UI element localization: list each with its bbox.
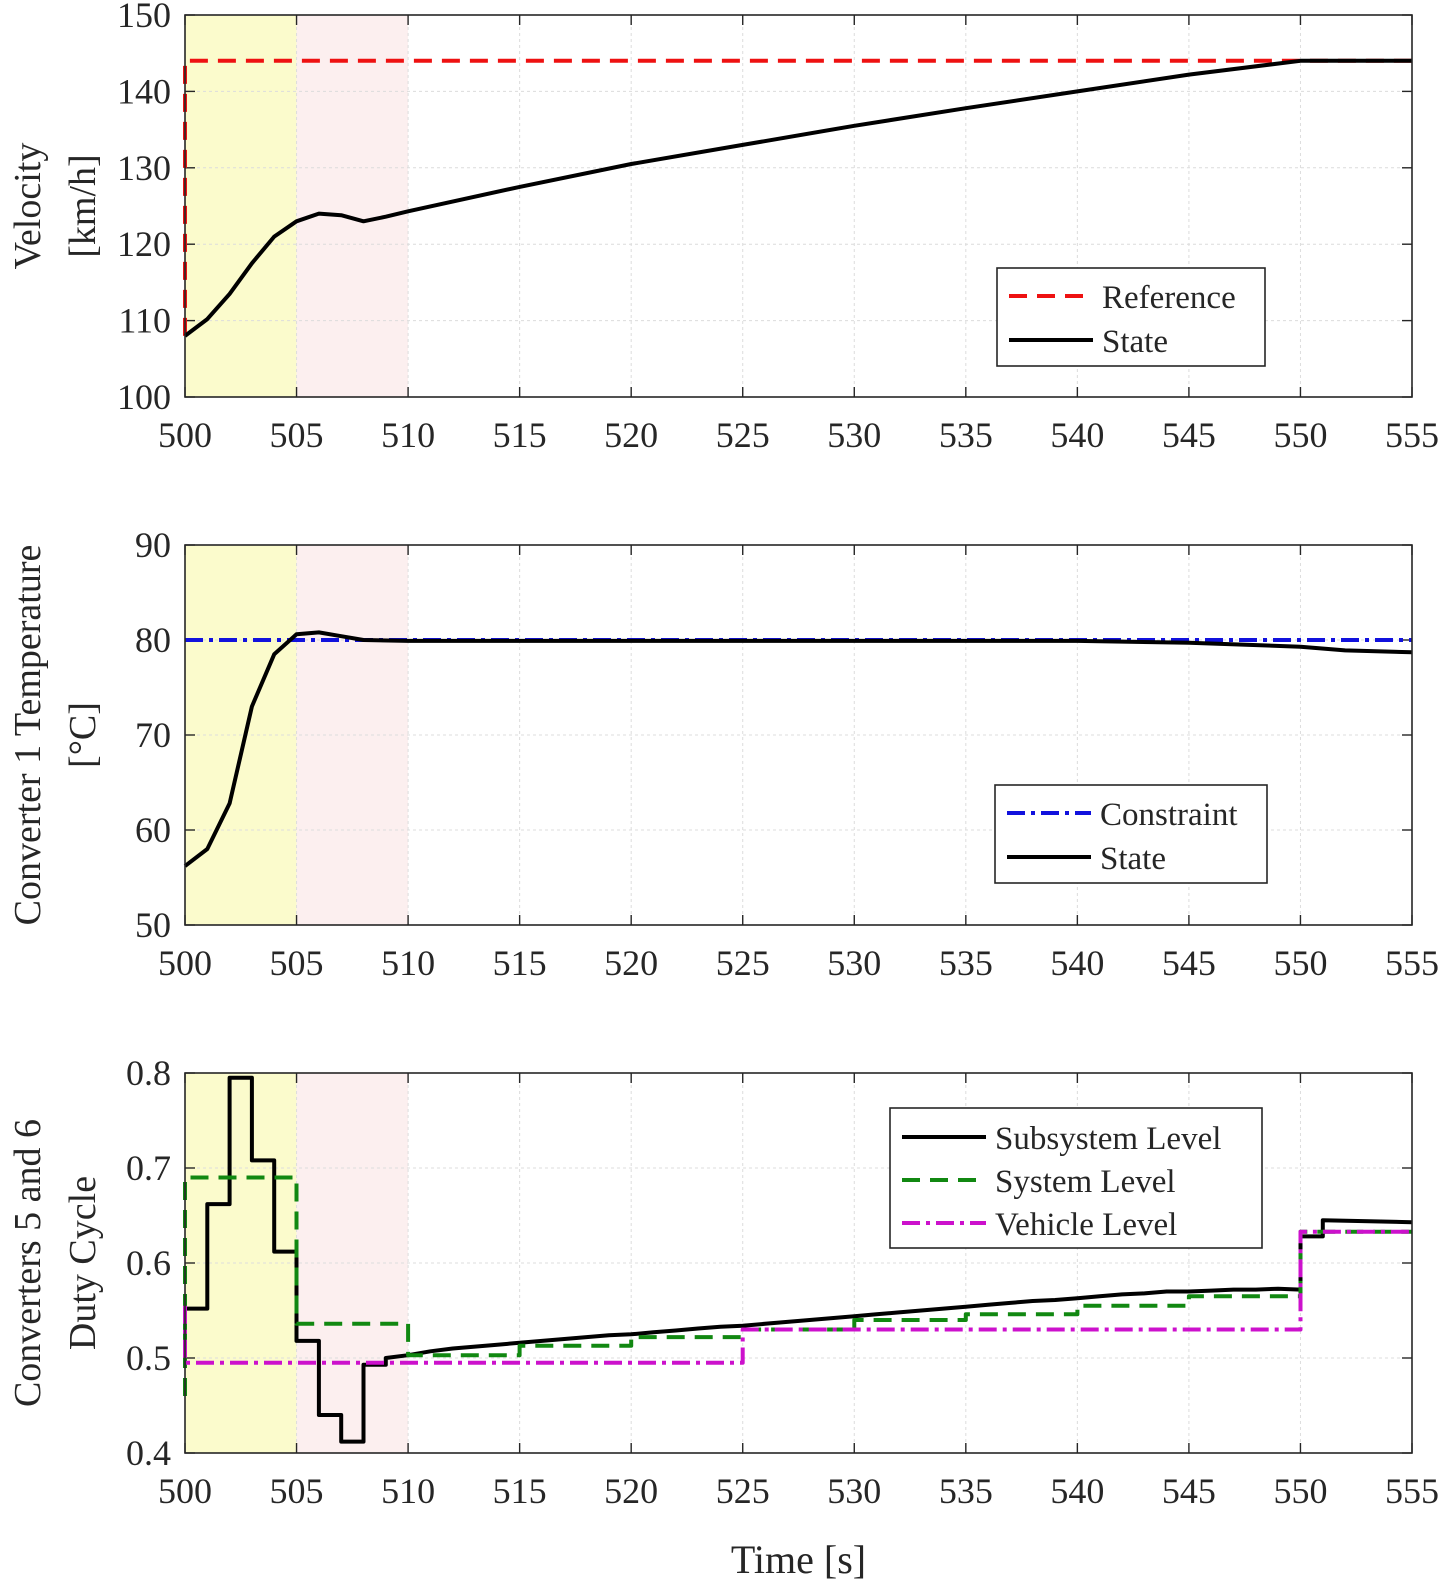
y-tick-label: 120 xyxy=(117,224,171,264)
legend: Constraint State xyxy=(994,784,1268,884)
x-tick-label: 530 xyxy=(827,1471,881,1511)
x-tick-label: 520 xyxy=(604,943,658,983)
axes-frame xyxy=(184,544,1413,926)
legend-label: Reference xyxy=(1102,280,1236,316)
legend-label: Subsystem Level xyxy=(995,1121,1221,1157)
x-tick-label: 515 xyxy=(493,415,547,455)
y-tick-label: 90 xyxy=(135,525,171,565)
y-axis-label: Converter 1 Temperature xyxy=(7,545,49,926)
x-tick-label: 550 xyxy=(1273,943,1327,983)
series-line-vehicle-level xyxy=(183,1229,1412,1365)
y-tick-label: 140 xyxy=(117,71,171,111)
y-tick-label: 50 xyxy=(135,905,171,945)
y-tick-label: 0.8 xyxy=(126,1053,171,1093)
shaded-region xyxy=(296,15,409,397)
x-tick-label: 510 xyxy=(381,415,435,455)
x-tick-label: 550 xyxy=(1273,415,1327,455)
x-tick-label: 520 xyxy=(604,415,658,455)
legend-box xyxy=(994,784,1268,884)
x-tick-label: 505 xyxy=(270,1471,324,1511)
x-tick-label: 550 xyxy=(1273,1471,1327,1511)
legend-label: State xyxy=(1102,324,1168,360)
y-axis-label: Converters 5 and 6 xyxy=(7,1119,49,1407)
x-tick-label: 520 xyxy=(604,1471,658,1511)
y-tick-label: 0.5 xyxy=(126,1338,171,1378)
x-tick-label: 525 xyxy=(716,1471,770,1511)
x-tick-label: 540 xyxy=(1050,415,1104,455)
x-tick-label: 535 xyxy=(939,415,993,455)
axes-frame xyxy=(184,14,1413,398)
legend: Reference State xyxy=(996,267,1266,367)
y-tick-label: 70 xyxy=(135,715,171,755)
x-tick-label: 505 xyxy=(270,943,324,983)
x-tick-label: 530 xyxy=(827,943,881,983)
series-line-state xyxy=(183,58,1412,338)
velocity-panel: 500 505 510 515 520 525 530 535 540 545 550 555 100 1… xyxy=(7,0,1439,455)
x-tick-label: 500 xyxy=(158,943,212,983)
x-tick-label: 510 xyxy=(381,1471,435,1511)
x-tick-label: 545 xyxy=(1162,1471,1216,1511)
y-axis-label: [km/h] xyxy=(62,154,104,257)
legend-label: Vehicle Level xyxy=(995,1207,1177,1243)
x-tick-label: 515 xyxy=(493,1471,547,1511)
y-tick-label: 110 xyxy=(118,301,171,341)
x-tick-label: 525 xyxy=(716,943,770,983)
y-tick-label: 150 xyxy=(117,0,171,35)
x-tick-label: 540 xyxy=(1050,943,1104,983)
x-axis-label: Time [s] xyxy=(731,1537,866,1582)
x-tick-label: 555 xyxy=(1385,943,1439,983)
series-line-state xyxy=(183,630,1413,868)
x-tick-label: 500 xyxy=(158,415,212,455)
shaded-region xyxy=(185,15,297,397)
temperature-panel: 500 505 510 515 520 525 530 535 540 545 550 555 50 60… xyxy=(7,525,1439,983)
y-tick-label: 0.4 xyxy=(126,1433,171,1473)
x-tick-label: 515 xyxy=(493,943,547,983)
y-axis-label: [°C] xyxy=(62,702,104,768)
y-axis-label: Duty Cycle xyxy=(62,1176,104,1350)
legend-label: Constraint xyxy=(1100,797,1238,833)
y-tick-label: 0.6 xyxy=(126,1243,171,1283)
x-tick-label: 510 xyxy=(381,943,435,983)
y-axis-label: Velocity xyxy=(7,143,49,270)
duty-cycle-panel: 500 505 510 515 520 525 530 535 540 545 550 555 0.4 0… xyxy=(7,1053,1439,1582)
y-tick-label: 130 xyxy=(117,148,171,188)
x-tick-label: 535 xyxy=(939,943,993,983)
x-tick-label: 505 xyxy=(270,415,324,455)
y-tick-label: 80 xyxy=(135,620,171,660)
x-tick-label: 545 xyxy=(1162,943,1216,983)
x-tick-label: 530 xyxy=(827,415,881,455)
legend-label: State xyxy=(1100,841,1166,877)
x-tick-label: 555 xyxy=(1385,1471,1439,1511)
legend-label: System Level xyxy=(995,1164,1176,1200)
x-tick-label: 535 xyxy=(939,1471,993,1511)
y-tick-label: 0.7 xyxy=(126,1148,171,1188)
series-line-subsystem-level xyxy=(185,1075,1413,1444)
y-tick-label: 60 xyxy=(135,810,171,850)
x-tick-label: 540 xyxy=(1050,1471,1104,1511)
x-tick-label: 525 xyxy=(716,415,770,455)
axes-frame xyxy=(184,1072,1413,1454)
x-tick-label: 555 xyxy=(1385,415,1439,455)
y-tick-label: 100 xyxy=(117,377,171,417)
x-tick-label: 500 xyxy=(158,1471,212,1511)
x-tick-label: 545 xyxy=(1162,415,1216,455)
legend-box xyxy=(996,267,1266,367)
legend: Subsystem Level System Level Vehicle Level xyxy=(889,1107,1263,1249)
